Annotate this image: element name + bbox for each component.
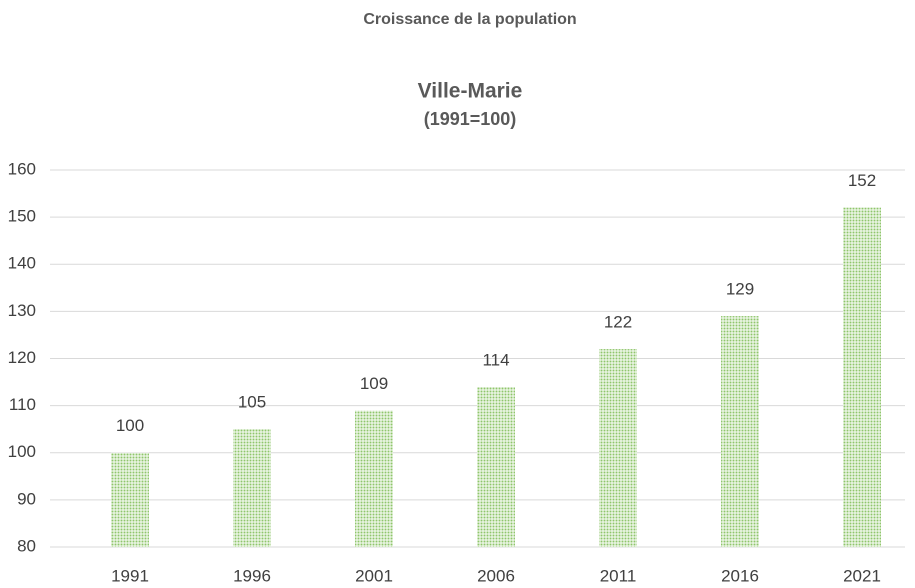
data-label: 109 bbox=[360, 374, 388, 393]
x-tick-label: 2016 bbox=[721, 566, 759, 585]
data-label: 152 bbox=[848, 171, 876, 190]
y-tick-label: 160 bbox=[8, 159, 36, 178]
x-tick-label: 1991 bbox=[111, 566, 149, 585]
bar bbox=[477, 386, 515, 547]
chart-subtitle: Ville-Marie bbox=[418, 80, 523, 103]
chart-subtitle: (1991=100) bbox=[424, 109, 517, 129]
y-tick-label: 90 bbox=[17, 489, 36, 508]
y-tick-label: 150 bbox=[8, 207, 36, 226]
x-tick-label: 2011 bbox=[600, 566, 637, 585]
bar bbox=[843, 207, 881, 547]
y-tick-label: 130 bbox=[8, 301, 36, 320]
data-label: 105 bbox=[238, 393, 266, 412]
data-label: 122 bbox=[604, 313, 632, 332]
bar bbox=[355, 410, 393, 547]
data-label: 100 bbox=[116, 416, 144, 435]
data-label: 129 bbox=[726, 280, 754, 299]
bar bbox=[721, 316, 759, 547]
y-tick-label: 110 bbox=[9, 395, 36, 414]
x-tick-label: 1996 bbox=[233, 566, 271, 585]
x-tick-label: 2021 bbox=[843, 566, 881, 585]
y-tick-label: 100 bbox=[8, 442, 36, 461]
y-tick-label: 80 bbox=[17, 536, 36, 555]
bar bbox=[599, 349, 637, 547]
x-tick-label: 2006 bbox=[477, 566, 515, 585]
y-tick-label: 140 bbox=[8, 254, 36, 273]
data-label: 114 bbox=[482, 350, 509, 369]
y-tick-label: 120 bbox=[8, 348, 36, 367]
bar bbox=[233, 429, 271, 547]
x-tick-label: 2001 bbox=[355, 566, 393, 585]
bar bbox=[111, 452, 149, 547]
chart-title: Croissance de la population bbox=[363, 11, 576, 28]
